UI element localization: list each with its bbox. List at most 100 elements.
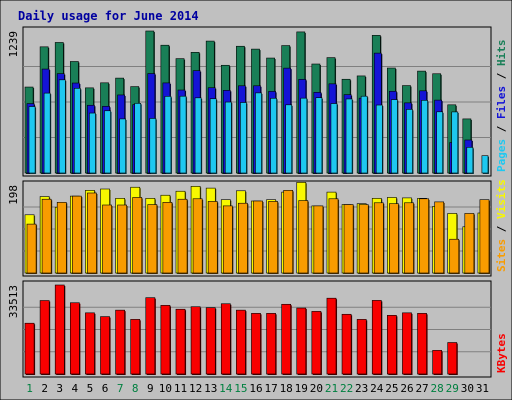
bar-sites-day-29 <box>449 238 460 274</box>
chart-title: Daily usage for June 2014 <box>18 9 199 23</box>
bar-sites-day-19 <box>298 200 309 274</box>
x-tick-label: 24 <box>370 382 384 395</box>
x-tick-label: 8 <box>132 382 139 395</box>
x-tick-label: 3 <box>56 382 63 395</box>
bar-pages-day-11 <box>179 95 187 174</box>
legend-label: KBytes <box>495 333 508 373</box>
bar-pages-day-24 <box>375 104 383 174</box>
legend-label: Hits <box>495 40 508 67</box>
bar-kbytes-day-11 <box>175 308 186 375</box>
x-tick-label: 2 <box>41 382 48 395</box>
bar-kbytes-day-3 <box>54 284 65 375</box>
bar-pages-day-2 <box>43 92 51 174</box>
bar-sites-day-12 <box>192 198 203 274</box>
bar-kbytes-day-8 <box>130 319 141 375</box>
bar-pages-day-8 <box>134 103 142 174</box>
x-tick-label: 12 <box>189 382 202 395</box>
bar-sites-day-20 <box>313 205 324 274</box>
bar-sites-day-11 <box>177 198 188 274</box>
x-tick-label: 1 <box>26 382 33 395</box>
bar-sites-day-31 <box>479 199 490 274</box>
x-tick-label: 17 <box>264 382 277 395</box>
bar-kbytes-day-26 <box>402 312 412 375</box>
panel-side-label: Sites / Visits <box>495 179 508 272</box>
bar-pages-day-5 <box>89 112 96 174</box>
panel-max-label: 1239 <box>7 31 20 58</box>
bar-kbytes-day-14 <box>220 303 231 375</box>
bar-sites-day-25 <box>389 203 399 274</box>
legend-separator: / <box>495 66 508 86</box>
bar-kbytes-day-5 <box>85 312 95 375</box>
bar-sites-day-13 <box>207 201 218 274</box>
bar-kbytes-day-6 <box>100 316 110 375</box>
bar-pages-day-19 <box>300 97 308 174</box>
x-tick-label: 18 <box>280 382 293 395</box>
x-tick-label: 28 <box>431 382 444 395</box>
bar-kbytes-day-23 <box>356 319 367 375</box>
legend-label: Sites <box>495 239 508 272</box>
bar-sites-day-16 <box>253 200 263 274</box>
bar-kbytes-day-24 <box>371 300 382 375</box>
bar-pages-day-28 <box>436 111 444 174</box>
bar-kbytes-day-15 <box>236 309 246 375</box>
bar-sites-day-21 <box>328 198 339 274</box>
x-tick-label: 9 <box>147 382 154 395</box>
panel-visits-sites: 198 Sites / Visits <box>7 179 508 277</box>
bar-sites-day-5 <box>87 192 97 274</box>
x-tick-label: 25 <box>385 382 398 395</box>
x-tick-label: 21 <box>325 382 338 395</box>
bar-pages-day-3 <box>58 79 66 174</box>
bar-kbytes-day-2 <box>39 300 50 375</box>
bar-pages-day-14 <box>224 101 232 174</box>
x-tick-label: 19 <box>295 382 308 395</box>
bar-kbytes-day-17 <box>266 313 276 375</box>
bar-kbytes-day-28 <box>432 350 443 375</box>
x-tick-label: 5 <box>87 382 94 395</box>
x-tick-label: 14 <box>219 382 233 395</box>
bar-pages-day-21 <box>330 103 338 174</box>
bar-pages-day-25 <box>391 99 398 174</box>
bar-sites-day-23 <box>358 204 369 274</box>
bar-pages-day-30 <box>466 147 474 174</box>
bar-sites-day-28 <box>434 201 445 274</box>
bar-kbytes-day-22 <box>341 313 352 375</box>
x-tick-label: 6 <box>102 382 109 395</box>
x-tick-label: 10 <box>159 382 172 395</box>
x-tick-label: 20 <box>310 382 323 395</box>
bar-pages-day-16 <box>255 92 262 174</box>
bar-pages-day-7 <box>119 118 126 174</box>
bar-kbytes-day-13 <box>205 307 216 375</box>
bar-sites-day-27 <box>419 198 429 274</box>
bar-kbytes-day-1 <box>24 322 35 375</box>
bar-sites-day-30 <box>464 213 475 274</box>
bar-sites-day-7 <box>117 204 127 274</box>
bar-kbytes-day-27 <box>417 313 427 375</box>
bar-sites-day-17 <box>268 201 278 274</box>
x-tick-label: 27 <box>415 382 428 395</box>
x-tick-label: 16 <box>249 382 262 395</box>
bar-sites-day-2 <box>41 198 52 274</box>
x-tick-label: 4 <box>72 382 79 395</box>
bar-kbytes-day-25 <box>387 315 397 375</box>
bar-pages-day-31 <box>481 155 489 174</box>
bar-sites-day-10 <box>162 202 173 274</box>
bar-sites-day-4 <box>71 195 82 274</box>
legend-label: Visits <box>495 179 508 219</box>
panel-side-label: KBytes <box>495 333 508 373</box>
legend-label: Files <box>495 86 508 119</box>
x-tick-label: 29 <box>446 382 459 395</box>
bar-kbytes-day-7 <box>115 309 125 375</box>
bar-kbytes-day-9 <box>145 297 156 375</box>
bar-sites-day-14 <box>222 205 233 274</box>
bar-sites-day-9 <box>147 204 158 274</box>
bar-sites-day-18 <box>283 190 294 274</box>
bar-kbytes-day-12 <box>190 306 201 375</box>
x-tick-label: 11 <box>174 382 187 395</box>
bar-pages-day-18 <box>285 104 293 174</box>
bar-pages-day-17 <box>270 97 277 174</box>
panel-max-label: 33513 <box>7 285 20 318</box>
bar-pages-day-6 <box>104 110 111 174</box>
bar-sites-day-15 <box>238 202 248 274</box>
